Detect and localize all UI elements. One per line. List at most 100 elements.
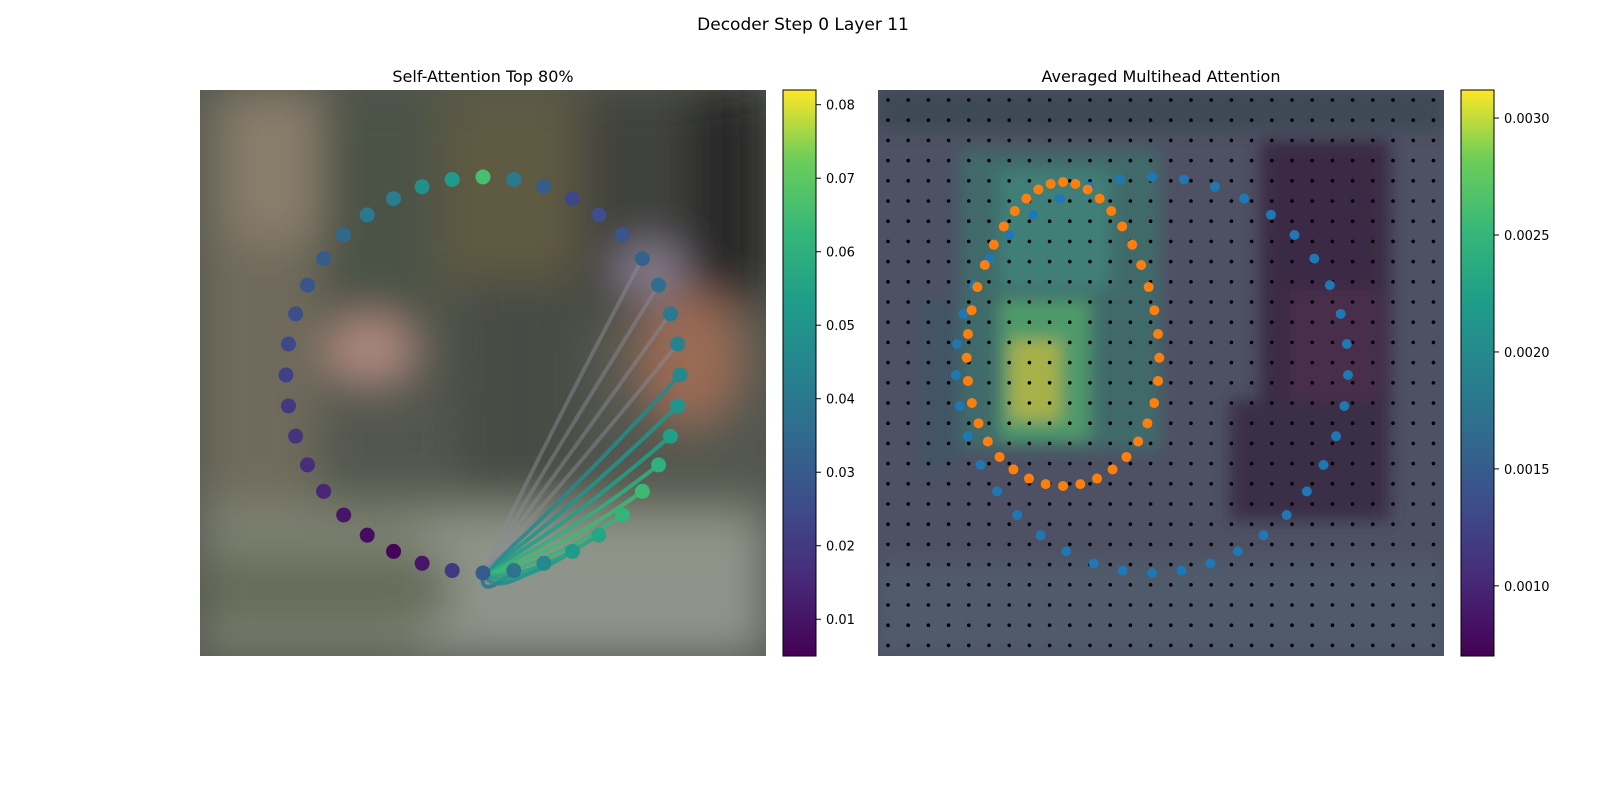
grid-dot <box>926 340 931 345</box>
grid-dot <box>1027 623 1032 627</box>
grid-dot <box>967 138 971 143</box>
grid-dot <box>1027 522 1032 526</box>
grid-dot <box>987 98 991 102</box>
grid-dot <box>1270 280 1274 284</box>
grid-dot <box>1350 179 1355 183</box>
grid-dot <box>926 441 931 446</box>
grid-dot <box>1189 482 1193 486</box>
grid-dot <box>926 199 931 203</box>
grid-dot <box>967 583 971 587</box>
grid-dot <box>886 441 890 446</box>
grid-dot <box>1027 98 1032 102</box>
orange-keypoint <box>1094 193 1105 204</box>
grid-dot <box>1290 401 1294 405</box>
contour-points <box>278 169 688 581</box>
grid-dot <box>1391 482 1395 486</box>
grid-dot <box>1108 158 1112 163</box>
contour-point <box>288 306 304 322</box>
orange-keypoint <box>1075 479 1086 490</box>
self-attention-panel: Self-Attention Top 80% <box>200 67 855 657</box>
grid-dot <box>987 300 991 304</box>
colorbar-tick-label: 0.06 <box>826 246 855 261</box>
grid-dot <box>987 401 991 405</box>
grid-dot <box>946 603 951 607</box>
grid-dot <box>1290 360 1294 365</box>
grid-dot <box>926 98 931 102</box>
grid-dot <box>1007 562 1011 567</box>
grid-dot <box>1068 340 1072 345</box>
grid-dot <box>967 522 971 526</box>
grid-dot <box>1047 199 1052 203</box>
grid-dot <box>1310 199 1314 203</box>
grid-dot <box>967 280 971 284</box>
grid-dot <box>1209 583 1213 587</box>
grid-dot <box>1229 542 1234 547</box>
orange-keypoint <box>1153 329 1163 339</box>
grid-dot <box>1249 562 1254 567</box>
grid-dot <box>1330 623 1335 627</box>
grid-dot <box>1027 360 1032 365</box>
grid-dot <box>886 219 890 223</box>
grid-dot <box>967 340 971 345</box>
grid-dot <box>1391 542 1395 547</box>
grid-dot <box>1350 98 1355 102</box>
grid-dot <box>1169 118 1173 122</box>
grid-dot <box>1128 562 1133 567</box>
grid-dot <box>1371 199 1375 203</box>
grid-dot <box>1310 482 1314 486</box>
grid-dot <box>967 239 971 244</box>
grid-dot <box>1310 179 1314 183</box>
grid-dot <box>1350 199 1355 203</box>
grid-dot <box>1270 623 1274 627</box>
grid-dot <box>1371 300 1375 304</box>
colorbar-tick-label: 0.02 <box>826 540 855 555</box>
grid-dot <box>926 300 931 304</box>
grid-dot <box>1431 360 1436 365</box>
grid-dot <box>1148 199 1153 203</box>
grid-dot <box>987 603 991 607</box>
orange-keypoint <box>1045 178 1056 189</box>
grid-dot <box>946 320 951 325</box>
grid-dot <box>1371 98 1375 102</box>
grid-dot <box>1128 583 1133 587</box>
contour-point <box>386 191 402 207</box>
contour-point <box>591 527 607 543</box>
grid-dot <box>1088 381 1092 385</box>
blue-keypoint <box>1147 568 1157 578</box>
grid-dot <box>1371 280 1375 284</box>
grid-dot <box>1169 441 1173 446</box>
grid-dot <box>1068 502 1072 506</box>
grid-dot <box>1431 320 1436 325</box>
grid-dot <box>1068 623 1072 627</box>
grid-dot <box>1088 441 1092 446</box>
grid-dot <box>1249 300 1254 304</box>
grid-dot <box>1108 320 1112 325</box>
grid-dot <box>1068 300 1072 304</box>
grid-dot <box>1391 643 1395 648</box>
colorbar-tick-label: 0.0015 <box>1504 463 1550 478</box>
grid-dot <box>1148 320 1153 325</box>
grid-dot <box>1249 381 1254 385</box>
blue-keypoint <box>1117 565 1128 576</box>
grid-dot <box>1350 643 1355 648</box>
grid-dot <box>1310 502 1314 506</box>
grid-dot <box>1249 280 1254 284</box>
grid-dot <box>1270 381 1274 385</box>
grid-dot <box>1209 300 1213 304</box>
grid-dot <box>1371 542 1375 547</box>
grid-dot <box>1270 603 1274 607</box>
orange-keypoint <box>1154 352 1165 363</box>
colorbar-tick-label: 0.0020 <box>1504 346 1550 361</box>
grid-dot <box>946 340 951 345</box>
grid-dot <box>1411 340 1415 345</box>
grid-dot <box>946 522 951 526</box>
orange-keypoint <box>1008 464 1019 475</box>
grid-dot <box>946 461 951 466</box>
grid-dot <box>1290 381 1294 385</box>
orange-keypoint <box>982 436 993 447</box>
grid-dot <box>1290 461 1294 466</box>
grid-dot <box>1290 199 1294 203</box>
grid-dot <box>987 199 991 203</box>
blue-keypoint <box>1339 400 1350 411</box>
